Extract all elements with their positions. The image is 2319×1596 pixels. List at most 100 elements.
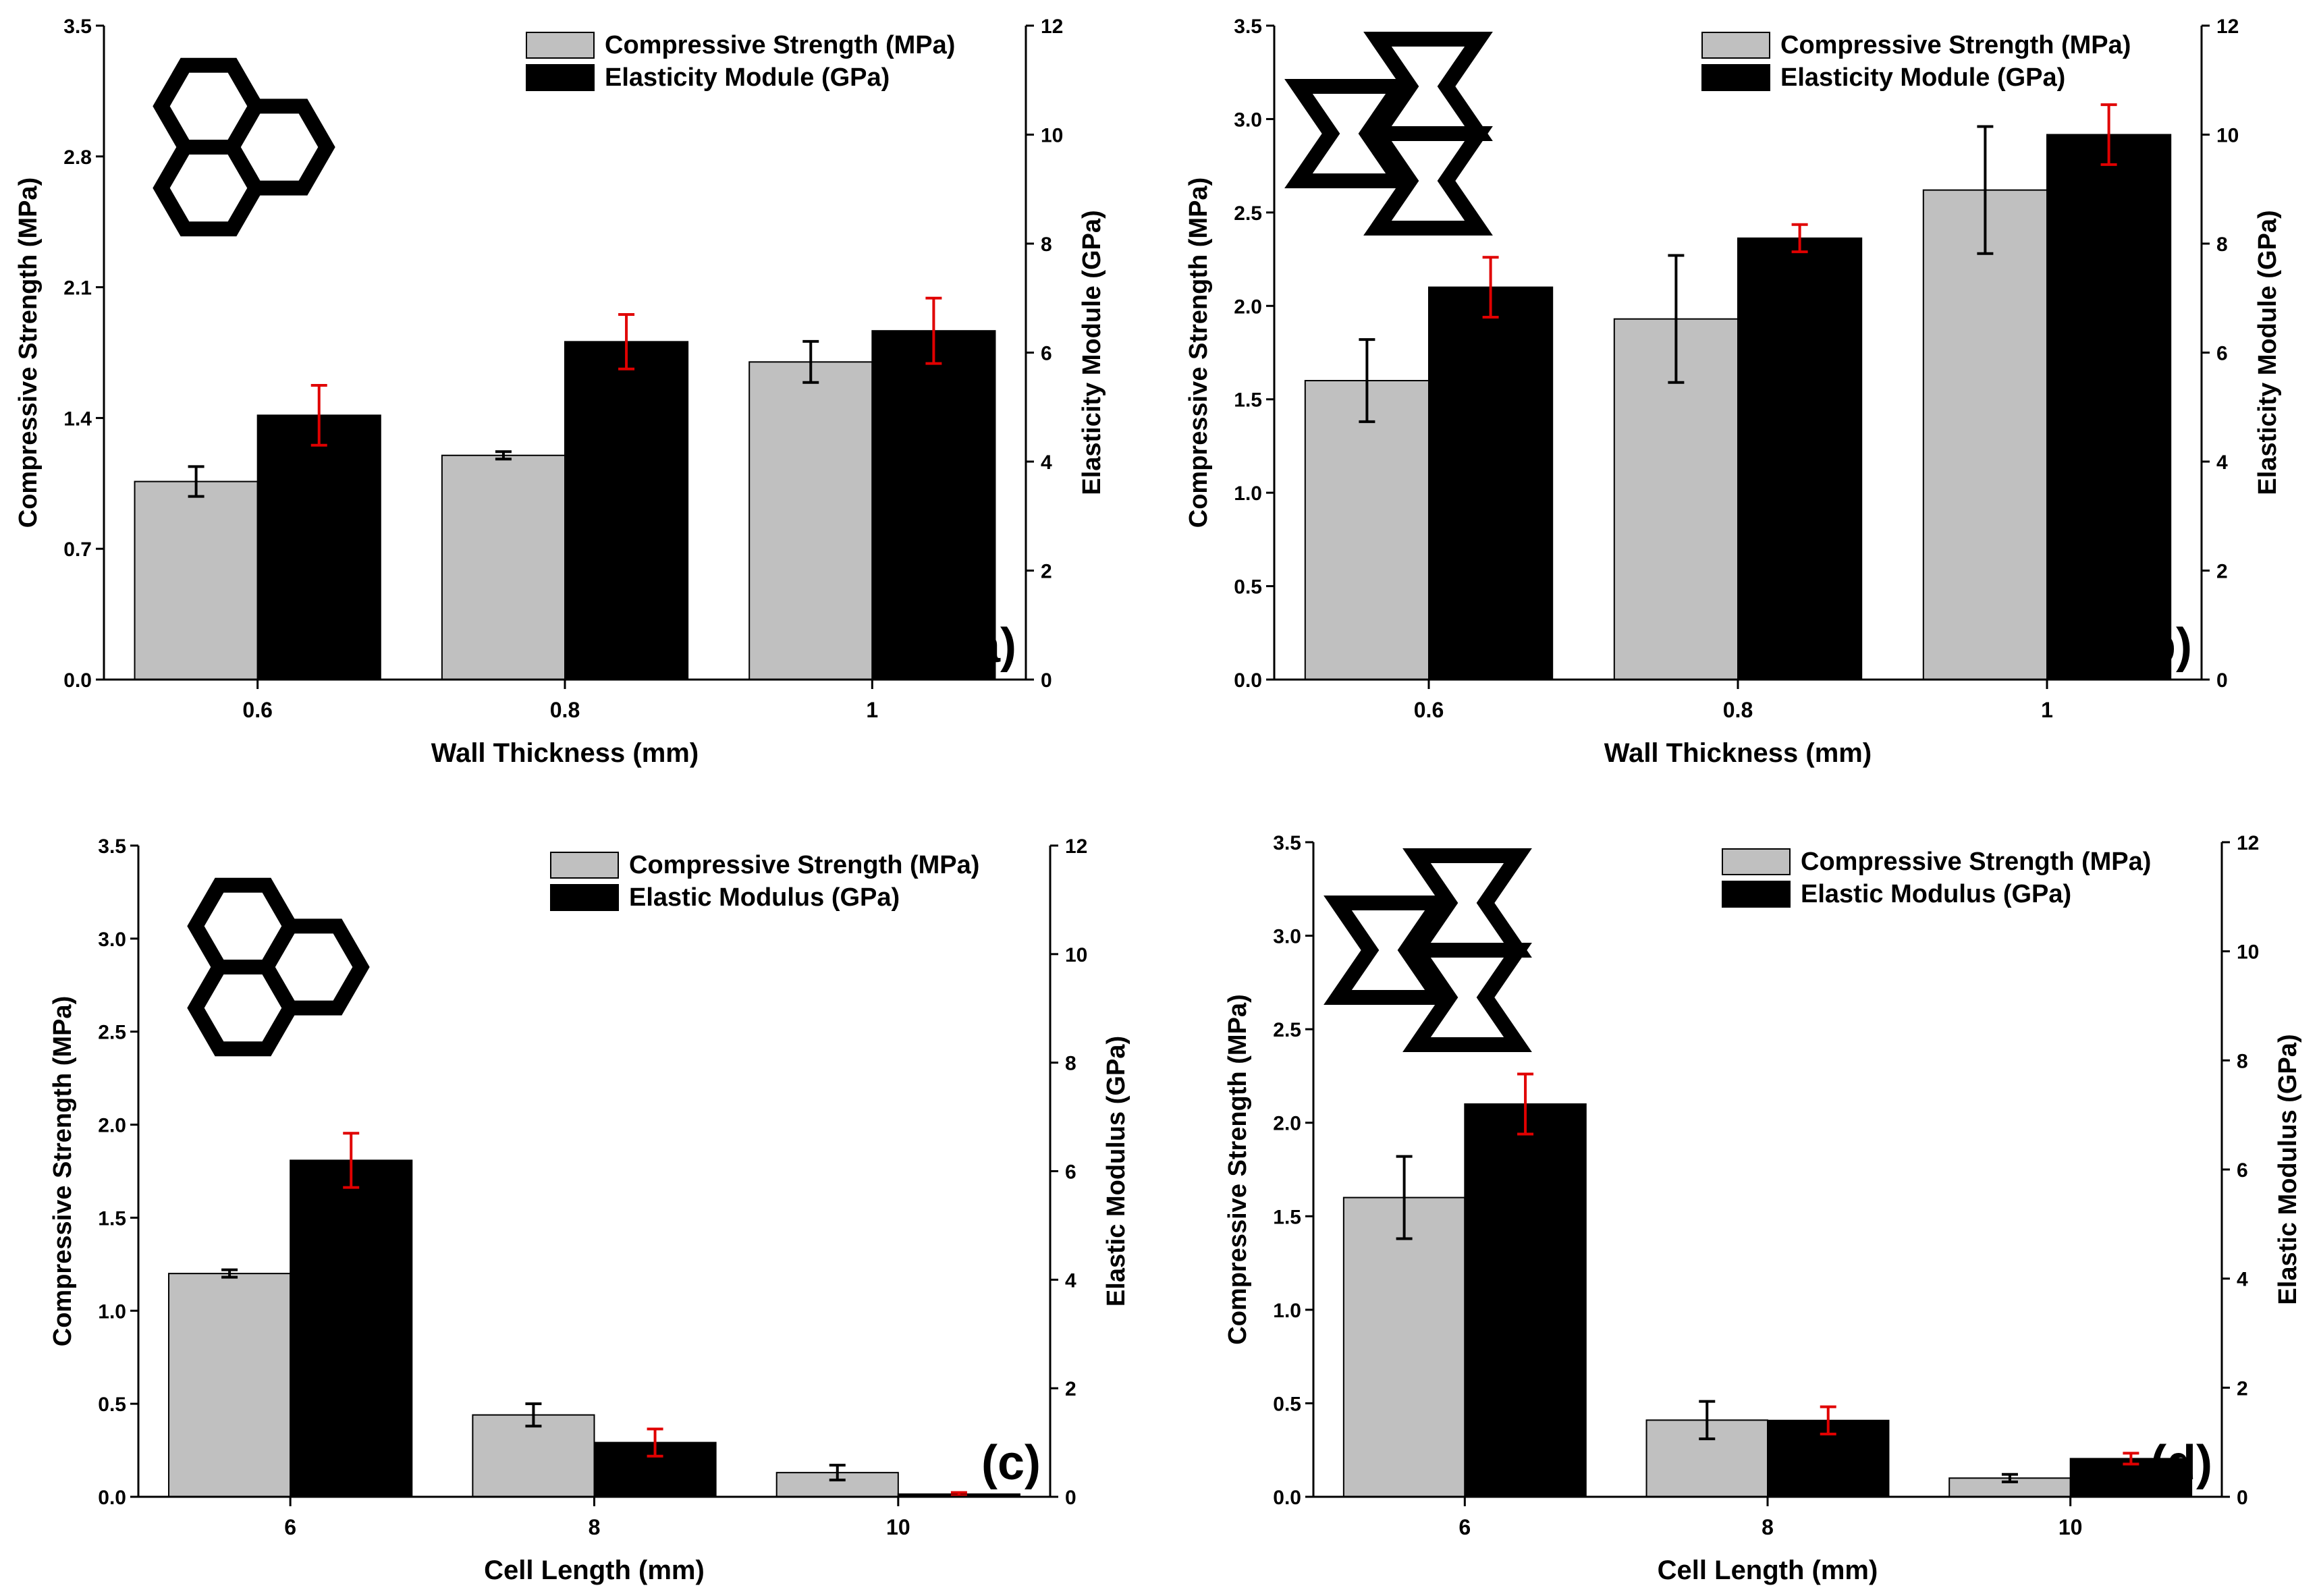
right-y-tick-label: 4: [1065, 1269, 1076, 1292]
strength-error-bar-0.8: [495, 450, 512, 461]
legend-swatch: [1701, 32, 1770, 59]
legend-swatch: [526, 32, 595, 59]
left-y-tick-label: 3.0: [98, 929, 126, 951]
legend-label: Elastic Modulus (GPa): [1801, 880, 2071, 908]
right-y-tick-label: 12: [1041, 16, 1063, 38]
x-axis-title: Wall Thickness (mm): [1604, 738, 1872, 768]
legend-label: Elasticity Module (GPa): [1780, 63, 2065, 92]
strength-bar-0.6: [1304, 380, 1430, 680]
strength-error-bar-6: [221, 1268, 238, 1279]
right-y-tick-label: 8: [1041, 233, 1052, 256]
x-tick-label: 0.6: [1414, 698, 1444, 722]
hexagon-cell: [187, 960, 299, 1057]
x-axis-title: Cell Length (mm): [484, 1556, 705, 1585]
left-y-tick-label: 0.0: [98, 1487, 126, 1509]
modulus-error-bar-1: [925, 296, 942, 365]
right-y-tick-label: 4: [1041, 451, 1052, 474]
panel-label: (b): [2130, 619, 2192, 673]
strength-bar-0.6: [134, 480, 258, 680]
honeycomb-icon: [153, 57, 335, 237]
right-y-tick-label: 0: [2237, 1487, 2248, 1509]
panel-label: (a): [957, 619, 1016, 673]
right-y-tick-label: 8: [2237, 1050, 2248, 1072]
legend-label: Compressive Strength (MPa): [1780, 31, 2131, 59]
strength-error-bar-10: [2001, 1473, 2018, 1483]
left-y-tick-label: 0.5: [1234, 576, 1262, 599]
left-y-tick-label: 2.5: [1234, 202, 1262, 225]
legend-swatch: [1701, 64, 1770, 91]
modulus-error-bar-1: [2100, 103, 2117, 166]
right-y-tick-label: 0: [1065, 1487, 1076, 1509]
modulus-error-bar-0.6: [310, 383, 327, 447]
left-y-tick-label: 1.4: [63, 408, 92, 430]
legend-label: Elasticity Module (GPa): [605, 63, 890, 92]
hexagon-cell: [153, 140, 265, 237]
chart-panel-c: 6 8 10 0.0 0.5 1.0 1.5 2.0 2.5 3.0 3.5 0 2 4 6 8 10 12 Com…: [49, 835, 1130, 1585]
panel-label: (d): [2150, 1436, 2212, 1490]
right-y-tick-label: 2: [2216, 561, 2228, 583]
modulus-error-bar-8: [1820, 1405, 1836, 1436]
right-y-tick-label: 10: [1065, 944, 1087, 966]
right-y-tick-label: 4: [2237, 1269, 2248, 1291]
x-tick-label: 1: [866, 698, 878, 722]
modulus-error-bar-6: [343, 1132, 360, 1189]
modulus-error-bar-0.8: [618, 312, 635, 370]
re-entrant-cell: [1284, 79, 1414, 188]
modulus-error-bar-6: [1517, 1072, 1534, 1136]
strength-error-bar-0.8: [1668, 254, 1685, 384]
left-y-tick-label: 1.0: [98, 1300, 126, 1323]
strength-error-bar-0.6: [188, 465, 204, 498]
legend-swatch: [1722, 848, 1791, 875]
right-y-tick-label: 2: [1065, 1378, 1076, 1400]
chart-panel-b: 0.6 0.8 1 0.0 0.5 1.0 1.5 2.0 2.5 3.0 3.5 0 2 4 6 8 10 12…: [1184, 16, 2282, 768]
strength-error-bar-10: [829, 1464, 846, 1482]
left-y-tick-label: 3.5: [98, 835, 126, 858]
x-tick-label: 1: [2041, 698, 2053, 722]
x-tick-label: 10: [886, 1515, 910, 1539]
modulus-bar-6: [1464, 1103, 1587, 1497]
right-y-tick-label: 6: [1065, 1161, 1076, 1184]
modulus-bar-0.8: [1737, 237, 1863, 680]
chart-panel-a: 0.6 0.8 1 0.0 0.7 1.4 2.1 2.8 3.5 0 2 4 6 8 10 12 Compre…: [14, 16, 1106, 768]
x-tick-label: 10: [2058, 1515, 2083, 1539]
left-y-tick-label: 2.0: [98, 1115, 126, 1137]
legend-label: Elastic Modulus (GPa): [629, 883, 900, 912]
x-tick-label: 8: [1762, 1515, 1774, 1539]
left-y-axis-title: Compressive Strength (MPa): [14, 177, 43, 528]
modulus-bar-1: [871, 330, 996, 680]
left-y-tick-label: 1.5: [1234, 389, 1262, 412]
right-y-axis-title: Elastic Modulus (GPa): [1102, 1036, 1130, 1306]
legend: Compressive Strength (MPa) Elastic Modulu…: [1722, 848, 2151, 908]
reentrant-icon: [1324, 848, 1532, 1052]
left-y-tick-label: 2.0: [1273, 1113, 1301, 1135]
right-y-tick-label: 8: [2216, 233, 2228, 256]
modulus-bar-0.6: [256, 414, 381, 680]
left-y-axis-title: Compressive Strength (MPa): [1184, 177, 1213, 528]
re-entrant-cell: [1402, 943, 1532, 1052]
legend: Compressive Strength (MPa) Elasticity Mod…: [526, 31, 955, 92]
modulus-bar-1: [2046, 134, 2172, 680]
left-y-tick-label: 0.0: [1234, 669, 1262, 692]
re-entrant-cell: [1324, 896, 1453, 1005]
right-y-tick-label: 2: [2237, 1377, 2248, 1400]
modulus-error-bar-0.8: [1791, 223, 1808, 254]
strength-bar-6: [168, 1273, 292, 1497]
left-y-axis-title: Compressive Strength (MPa): [1224, 994, 1252, 1344]
x-axis-title: Cell Length (mm): [1658, 1556, 1878, 1585]
legend: Compressive Strength (MPa) Elasticity Mod…: [1701, 31, 2131, 92]
right-y-tick-label: 12: [1065, 835, 1087, 858]
right-y-axis-title: Elasticity Module (GPa): [1078, 210, 1106, 495]
right-y-tick-label: 8: [1065, 1053, 1076, 1075]
strength-error-bar-6: [1396, 1155, 1413, 1240]
legend-swatch: [1722, 881, 1791, 908]
right-y-axis-title: Elastic Modulus (GPa): [2274, 1034, 2302, 1304]
right-y-tick-label: 10: [2216, 125, 2239, 147]
left-y-tick-label: 2.0: [1234, 296, 1262, 318]
left-y-tick-label: 0.5: [98, 1394, 126, 1416]
right-y-axis-title: Elasticity Module (GPa): [2254, 210, 2282, 495]
strength-bar-1: [1922, 189, 2048, 680]
chart-panel-d: 6 8 10 0.0 0.5 1.0 1.5 2.0 2.5 3.0 3.5 0 2 4 6 8 10 12 Com…: [1224, 832, 2302, 1585]
strength-error-bar-1: [1977, 125, 1994, 255]
legend-swatch: [550, 852, 619, 879]
strength-bar-6: [1342, 1196, 1466, 1497]
